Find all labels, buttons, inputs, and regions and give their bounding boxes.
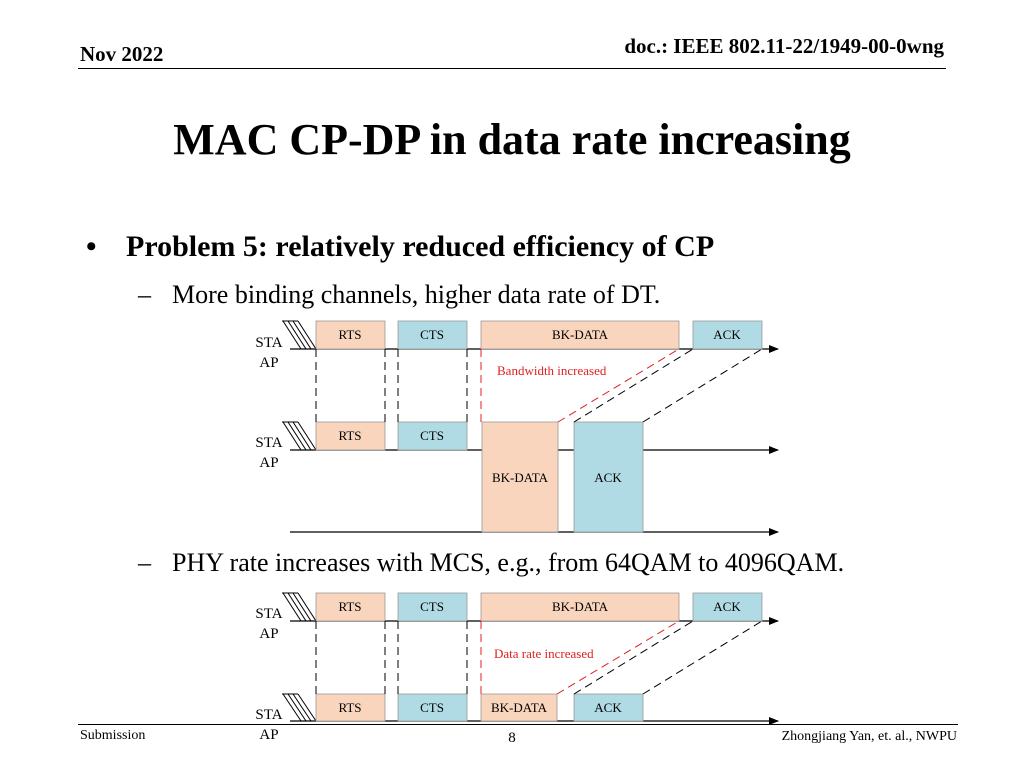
- ack-frame: [692, 592, 763, 622]
- rts-frame: [315, 592, 386, 622]
- ack-label: ACK: [713, 599, 741, 614]
- bullet-text: Problem 5: relatively reduced efficiency…: [126, 230, 715, 263]
- cts-frame: [397, 592, 468, 622]
- ack-label: ACK: [594, 470, 622, 485]
- data-end-mapping: [557, 348, 680, 423]
- dash-icon: –: [138, 280, 151, 309]
- ack-start-mapping: [573, 348, 694, 423]
- ack-frame: [692, 320, 763, 350]
- bk-data-frame: [480, 592, 680, 622]
- cts-frame: [397, 421, 468, 451]
- ack-frame: [573, 693, 644, 722]
- data-rate-annotation: Data rate increased: [494, 646, 594, 661]
- ack-label: ACK: [713, 327, 741, 342]
- cts-label: CTS: [420, 327, 444, 342]
- bk-data-label: BK-DATA: [552, 327, 609, 342]
- sta-label: STA: [255, 606, 282, 622]
- ap-label: AP: [259, 626, 278, 642]
- cts-frame: [397, 320, 468, 350]
- header-date: Nov 2022: [80, 42, 164, 66]
- data-end-mapping: [556, 620, 680, 695]
- bandwidth-annotation: Bandwidth increased: [497, 363, 607, 378]
- rts-label: RTS: [338, 700, 361, 715]
- ack-frame: [573, 421, 644, 533]
- footer-authors: Zhongjiang Yan, et. al., NWPU: [781, 729, 957, 744]
- ack-end-mapping: [642, 620, 763, 695]
- bk-data-label: BK-DATA: [491, 700, 548, 715]
- rts-frame: [315, 421, 386, 451]
- frame-boundaries: [315, 621, 468, 694]
- bk-data-label: BK-DATA: [552, 599, 609, 614]
- channel-hatch-icon: [282, 320, 317, 350]
- ack-label: ACK: [594, 700, 622, 715]
- rts-frame: [315, 320, 386, 350]
- rts-label: RTS: [338, 599, 361, 614]
- cts-label: CTS: [420, 700, 444, 715]
- channel-hatch-icon: [282, 421, 317, 451]
- ack-start-mapping: [573, 620, 694, 695]
- sub-bullet-text: PHY rate increases with MCS, e.g., from …: [172, 548, 845, 577]
- rts-label: RTS: [338, 327, 361, 342]
- sta-label: STA: [255, 707, 282, 723]
- bk-data-frame: [480, 320, 680, 350]
- sta-label: STA: [255, 435, 282, 451]
- header-divider: [78, 68, 946, 69]
- ap-label: AP: [259, 727, 278, 743]
- ap-label: AP: [259, 455, 278, 471]
- bk-data-label: BK-DATA: [492, 470, 549, 485]
- bk-data-frame: [480, 693, 558, 722]
- rts-label: RTS: [338, 428, 361, 443]
- header-doc-id: doc.: IEEE 802.11-22/1949-00-0wng: [624, 34, 944, 58]
- bullet-dot-icon: •: [86, 230, 97, 263]
- bk-data-frame: [481, 421, 559, 533]
- channel-hatch-icon: [282, 592, 317, 622]
- sub-bullet-channels: – More binding channels, higher data rate…: [138, 280, 660, 310]
- bullet-problem: • Problem 5: relatively reduced efficienc…: [86, 230, 714, 264]
- page-number: 8: [508, 730, 516, 746]
- dash-icon: –: [138, 548, 151, 577]
- sub-bullet-text: More binding channels, higher data rate …: [172, 280, 661, 309]
- ack-end-mapping: [642, 348, 763, 423]
- channel-hatch-icon: [282, 693, 317, 722]
- sta-label: STA: [255, 335, 282, 351]
- slide-title: MAC CP-DP in data rate increasing: [173, 115, 851, 164]
- cts-frame: [397, 693, 468, 722]
- ap-label: AP: [259, 355, 278, 371]
- sub-bullet-mcs: – PHY rate increases with MCS, e.g., from…: [138, 548, 844, 578]
- rts-frame: [315, 693, 386, 722]
- cts-label: CTS: [420, 599, 444, 614]
- footer-divider: [78, 724, 958, 725]
- cts-label: CTS: [420, 428, 444, 443]
- footer-submission: Submission: [80, 728, 146, 743]
